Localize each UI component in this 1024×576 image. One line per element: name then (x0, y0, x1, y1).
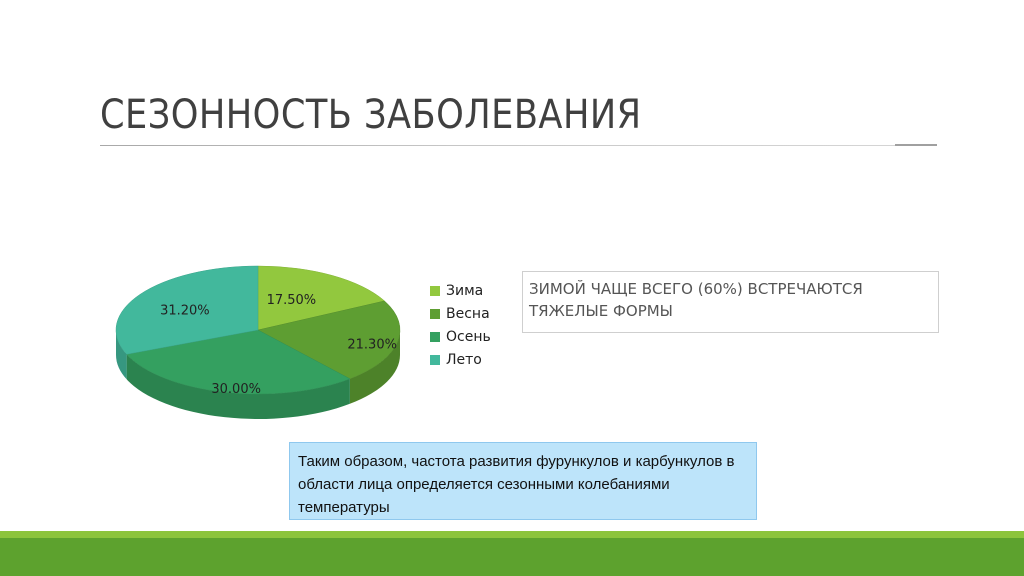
pie-data-label: 21.30% (347, 337, 397, 352)
legend-label: Осень (446, 328, 491, 345)
pie-slice-0 (257, 265, 386, 331)
legend-swatch (430, 354, 440, 365)
pie-data-label: 31.20% (160, 303, 210, 318)
chart-legend: Зима Весна Осень Лето (430, 279, 491, 371)
pie-slice-side-3 (116, 330, 127, 380)
pie-slice-side-1 (349, 330, 400, 404)
pie-data-label: 30.00% (211, 382, 261, 397)
pie-slice-2 (126, 329, 351, 395)
title-divider-accent (895, 144, 937, 146)
pie-data-label: 17.50% (267, 293, 317, 308)
legend-label: Зима (446, 282, 484, 299)
legend-item: Лето (430, 348, 491, 371)
pie-chart: 17.50% 21.30% 30.00% 31.20% (115, 265, 401, 419)
legend-swatch (430, 285, 440, 296)
title-divider (100, 145, 937, 146)
pie-tops (115, 265, 401, 395)
legend-item: Зима (430, 279, 491, 302)
footer-bar-dark (0, 538, 1024, 576)
pie-slice-1 (257, 300, 401, 380)
pie-sides (116, 330, 400, 419)
footer-bar-light (0, 531, 1024, 538)
legend-label: Весна (446, 305, 490, 322)
legend-item: Весна (430, 302, 491, 325)
slide-title: СЕЗОННОСТЬ ЗАБОЛЕВАНИЯ (100, 92, 642, 138)
legend-label: Лето (446, 351, 482, 368)
callout-box: ЗИМОЙ ЧАЩЕ ВСЕГО (60%) ВСТРЕЧАЮТСЯ ТЯЖЕЛ… (522, 271, 939, 333)
legend-item: Осень (430, 325, 491, 348)
pie-slice-3 (115, 265, 259, 355)
legend-swatch (430, 308, 440, 319)
pie-slice-side-2 (126, 354, 350, 419)
legend-swatch (430, 331, 440, 342)
conclusion-box: Таким образом, частота развития фурункул… (289, 442, 757, 520)
